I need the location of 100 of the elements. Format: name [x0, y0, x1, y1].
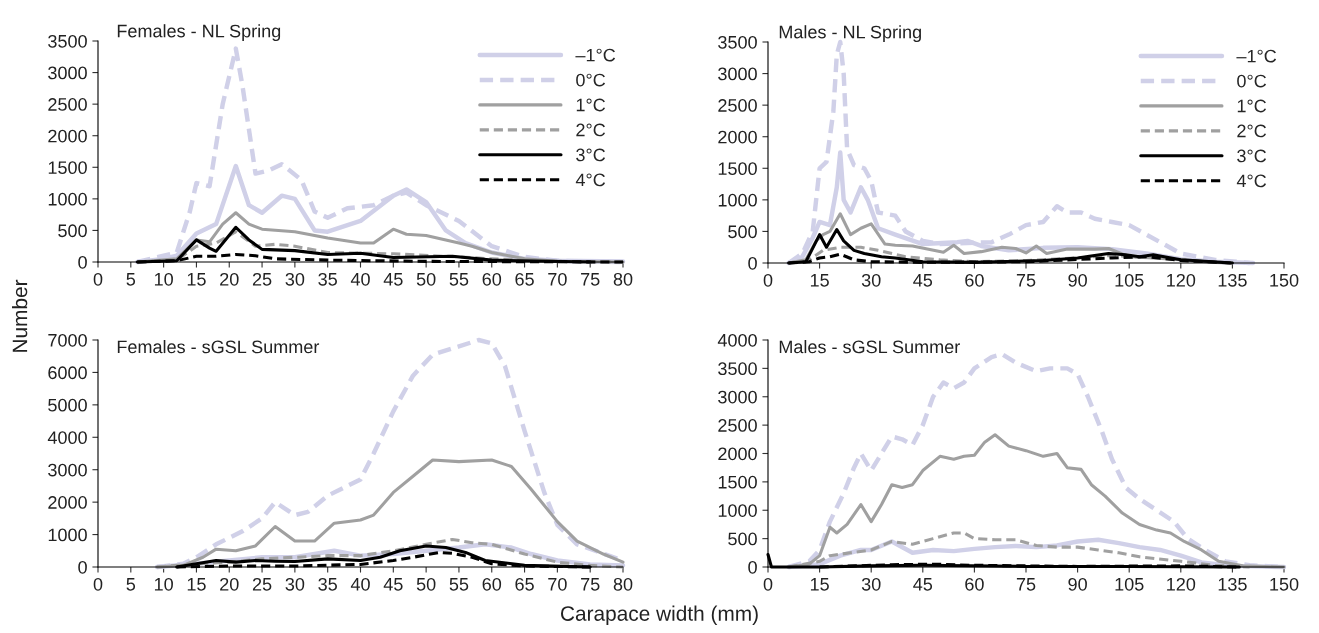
x-tick-label: 50 — [416, 577, 436, 591]
x-tick-label: 10 — [154, 272, 173, 286]
y-tick-label: 500 — [728, 532, 757, 546]
x-tick-label: 20 — [220, 577, 239, 591]
x-tick-label: 75 — [1016, 578, 1036, 591]
y-tick-label: 1000 — [718, 504, 757, 517]
legend-label: 4°C — [575, 173, 606, 187]
y-tick-label: 1500 — [718, 475, 757, 489]
x-tick-label: 150 — [1270, 273, 1299, 287]
y-tick-label: 5000 — [48, 398, 87, 412]
x-tick-label: 60 — [482, 272, 502, 286]
x-tick-label: 15 — [810, 578, 829, 591]
y-axis-title: Number — [12, 279, 28, 352]
x-tick-label: 20 — [220, 272, 239, 286]
x-tick-label: 5 — [126, 273, 136, 286]
x-tick-label: 75 — [1016, 274, 1036, 287]
x-tick-label: 45 — [913, 578, 933, 591]
chart-title: Females - sGSL Summer — [117, 340, 320, 354]
y-tick-label: 2000 — [718, 447, 757, 461]
y-tick-label: 2000 — [48, 496, 87, 509]
legend-label: –1°C — [1236, 49, 1277, 63]
x-tick-label: 60 — [965, 577, 984, 591]
y-tick-label: 2500 — [718, 419, 757, 432]
y-tick-label: 1500 — [718, 162, 757, 176]
x-tick-label: 65 — [515, 577, 534, 591]
chart-title: Males - NL Spring — [779, 25, 921, 42]
x-tick-label: 50 — [416, 272, 436, 286]
y-tick-label: 2500 — [48, 98, 87, 111]
x-tick-label: 35 — [318, 577, 337, 591]
x-tick-label: 25 — [252, 272, 272, 286]
x-tick-label: 0 — [93, 577, 103, 591]
y-tick-label: 7000 — [48, 333, 87, 347]
x-tick-label: 90 — [1068, 577, 1087, 591]
x-tick-label: 120 — [1167, 273, 1196, 287]
x-tick-label: 0 — [93, 272, 103, 286]
y-tick-label: 3000 — [718, 390, 757, 404]
x-tick-label: 45 — [913, 274, 933, 287]
legend-label: 4°C — [1236, 174, 1267, 188]
y-tick-label: 0 — [748, 256, 757, 270]
x-tick-label: 120 — [1167, 577, 1196, 591]
x-tick-label: 15 — [810, 274, 829, 287]
x-tick-label: 90 — [1068, 273, 1087, 287]
legend-label: 2°C — [1237, 124, 1267, 138]
y-tick-label: 500 — [728, 225, 757, 239]
legend-label: 1°C — [1237, 99, 1267, 113]
x-tick-label: 25 — [252, 577, 272, 591]
x-tick-label: 10 — [154, 577, 173, 591]
x-tick-label: 150 — [1270, 577, 1299, 591]
y-tick-label: 3500 — [48, 34, 87, 48]
x-tick-label: 70 — [548, 272, 567, 286]
legend-label: 3°C — [576, 148, 606, 162]
x-tick-label: 135 — [1218, 577, 1247, 591]
y-tick-label: 1000 — [48, 192, 87, 206]
y-tick-label: 3000 — [48, 463, 87, 477]
x-tick-label: 40 — [350, 272, 370, 286]
legend-label: 1°C — [576, 98, 606, 112]
x-tick-label: 30 — [861, 577, 881, 591]
x-tick-label: 0 — [763, 273, 773, 287]
x-tick-label: 70 — [548, 577, 567, 591]
x-tick-label: 30 — [285, 577, 305, 591]
x-tick-label: 80 — [613, 272, 633, 286]
legend-label: –1°C — [575, 48, 616, 62]
y-tick-label: 2500 — [718, 99, 757, 112]
y-tick-label: 0 — [748, 560, 757, 574]
y-tick-label: 2000 — [48, 129, 87, 143]
x-tick-label: 105 — [1115, 273, 1144, 287]
x-tick-label: 105 — [1115, 577, 1144, 591]
x-axis-title: Carapace width (mm) — [561, 605, 758, 625]
legend-label: 0°C — [576, 73, 606, 87]
x-tick-label: 65 — [515, 272, 534, 286]
x-tick-label: 40 — [350, 577, 370, 591]
x-tick-label: 15 — [187, 273, 206, 286]
y-tick-label: 500 — [58, 224, 87, 238]
y-tick-label: 4000 — [717, 333, 757, 347]
y-tick-label: 3500 — [718, 35, 757, 49]
legend-label: 3°C — [1237, 149, 1267, 163]
x-tick-label: 60 — [965, 273, 984, 287]
y-tick-label: 0 — [78, 560, 87, 574]
y-tick-label: 3000 — [48, 66, 87, 80]
x-tick-label: 80 — [613, 577, 633, 591]
y-tick-label: 3500 — [718, 362, 757, 376]
x-tick-label: 135 — [1218, 273, 1247, 287]
x-tick-label: 35 — [318, 272, 337, 286]
x-tick-label: 30 — [861, 273, 881, 287]
x-tick-label: 55 — [449, 578, 469, 591]
chart-title: Females - NL Spring — [117, 24, 281, 41]
x-tick-label: 75 — [581, 578, 600, 591]
x-tick-label: 5 — [126, 578, 136, 591]
y-tick-label: 1000 — [48, 528, 87, 542]
x-tick-label: 60 — [482, 577, 502, 591]
x-tick-label: 30 — [285, 272, 305, 286]
chart-title: Males - sGSL Summer — [779, 340, 960, 354]
legend-label: 2°C — [576, 123, 606, 137]
x-tick-label: 75 — [581, 273, 600, 286]
x-tick-label: 55 — [449, 273, 469, 286]
y-tick-label: 0 — [78, 255, 87, 269]
y-tick-label: 6000 — [48, 366, 87, 380]
y-tick-label: 1000 — [718, 193, 757, 207]
y-tick-label: 4000 — [47, 431, 87, 445]
legend-label: 0°C — [1237, 74, 1267, 88]
